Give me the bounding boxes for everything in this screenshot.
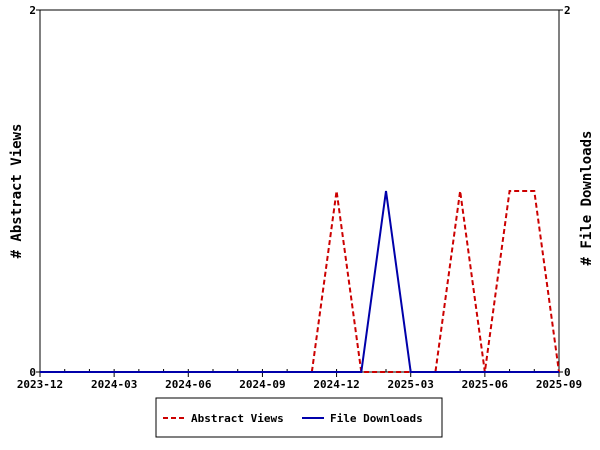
y-axis-tick-labels: 0 2 0 2 (29, 4, 570, 379)
y-left-tick-label: 0 (29, 366, 36, 379)
y-right-tick-label: 0 (564, 366, 571, 379)
x-tick-label: 2023-12 (17, 378, 63, 391)
legend: Abstract Views File Downloads (155, 397, 443, 438)
x-tick-label: 2025-06 (462, 378, 509, 391)
y-axis-left-title: # Abstract Views (9, 124, 25, 259)
x-axis-tick-labels: 2023-12 2024-03 2024-06 2024-09 2024-12 2025-… (17, 378, 582, 391)
x-tick-label: 2024-06 (165, 378, 212, 391)
x-tick-label: 2024-12 (313, 378, 359, 391)
y-left-tick-label: 2 (29, 4, 36, 17)
x-tick-label: 2024-09 (239, 378, 285, 391)
legend-label-abstract-views: Abstract Views (191, 412, 284, 425)
series-line-file-downloads (40, 190, 559, 373)
plot-frame (39, 9, 560, 373)
x-tick-label: 2025-09 (536, 378, 582, 391)
y-right-tick-label: 2 (564, 4, 571, 17)
legend-box (155, 397, 443, 438)
x-tick-label: 2024-03 (91, 378, 137, 391)
series-layer (39, 190, 560, 373)
x-tick-label: 2025-03 (388, 378, 434, 391)
legend-label-file-downloads: File Downloads (330, 412, 423, 425)
y-axis-right-title: # File Downloads (579, 131, 595, 266)
